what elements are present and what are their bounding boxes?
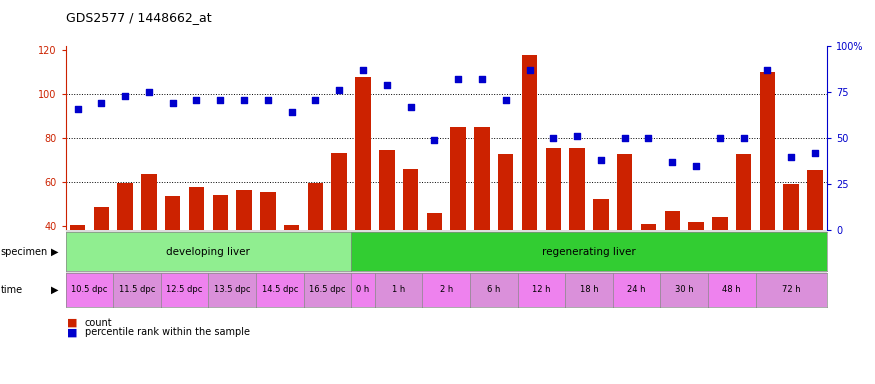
Point — [475, 76, 489, 82]
Point — [142, 89, 156, 95]
Text: 24 h: 24 h — [627, 285, 646, 295]
Text: 10.5 dpc: 10.5 dpc — [71, 285, 108, 295]
Bar — [689, 222, 704, 230]
Bar — [284, 225, 299, 230]
Text: 48 h: 48 h — [723, 285, 741, 295]
Bar — [427, 213, 442, 230]
Point — [356, 67, 370, 73]
Point — [403, 104, 417, 110]
Bar — [141, 174, 157, 230]
Text: 16.5 dpc: 16.5 dpc — [309, 285, 346, 295]
Text: 72 h: 72 h — [782, 285, 801, 295]
Point — [284, 109, 298, 116]
Bar — [474, 127, 490, 230]
Point — [546, 135, 560, 141]
Point — [190, 96, 204, 103]
Point — [214, 96, 228, 103]
Point — [760, 67, 774, 73]
Bar — [736, 154, 752, 230]
Point — [499, 96, 513, 103]
Point — [261, 96, 275, 103]
Point — [308, 96, 322, 103]
Point — [737, 135, 751, 141]
Text: 12 h: 12 h — [532, 285, 550, 295]
Text: 1 h: 1 h — [392, 285, 405, 295]
Text: 30 h: 30 h — [675, 285, 694, 295]
Bar — [783, 184, 799, 230]
Text: 14.5 dpc: 14.5 dpc — [262, 285, 298, 295]
Bar — [213, 195, 228, 230]
Point — [427, 137, 441, 143]
Point — [641, 135, 655, 141]
Text: ▶: ▶ — [52, 285, 59, 295]
Bar — [617, 154, 633, 230]
Text: 0 h: 0 h — [356, 285, 369, 295]
Bar — [402, 169, 418, 230]
Bar — [117, 183, 133, 230]
Bar — [236, 190, 252, 230]
Text: ■: ■ — [67, 318, 78, 328]
Bar — [355, 77, 371, 230]
Bar — [451, 127, 466, 230]
Text: ▶: ▶ — [52, 247, 59, 257]
Point — [665, 159, 679, 165]
Bar — [332, 152, 346, 230]
Point — [94, 100, 108, 106]
Text: GDS2577 / 1448662_at: GDS2577 / 1448662_at — [66, 12, 211, 25]
Text: percentile rank within the sample: percentile rank within the sample — [85, 327, 250, 337]
Point — [689, 163, 703, 169]
Text: count: count — [85, 318, 113, 328]
Text: 11.5 dpc: 11.5 dpc — [119, 285, 155, 295]
Bar — [498, 154, 514, 230]
Point — [71, 106, 85, 112]
Text: time: time — [1, 285, 23, 295]
Text: 6 h: 6 h — [487, 285, 500, 295]
Point — [380, 82, 394, 88]
Point — [522, 67, 536, 73]
Bar — [570, 148, 584, 230]
Text: 13.5 dpc: 13.5 dpc — [214, 285, 250, 295]
Point — [784, 154, 798, 160]
Bar — [189, 187, 204, 230]
Bar — [94, 207, 109, 230]
Bar — [379, 150, 395, 230]
Text: specimen: specimen — [1, 247, 48, 257]
Point — [594, 157, 608, 164]
Point — [165, 100, 179, 106]
Point — [808, 150, 822, 156]
Text: ■: ■ — [67, 327, 78, 337]
Point — [118, 93, 132, 99]
Text: developing liver: developing liver — [166, 247, 250, 257]
Bar — [808, 170, 822, 230]
Text: 18 h: 18 h — [579, 285, 598, 295]
Text: regenerating liver: regenerating liver — [542, 247, 636, 257]
Point — [237, 96, 251, 103]
Point — [713, 135, 727, 141]
Bar — [760, 73, 775, 230]
Bar — [522, 55, 537, 230]
Bar — [640, 224, 656, 230]
Bar — [260, 192, 276, 230]
Bar — [664, 211, 680, 230]
Bar — [593, 199, 609, 230]
Bar — [546, 148, 561, 230]
Point — [570, 133, 584, 139]
Point — [332, 87, 346, 93]
Point — [452, 76, 466, 82]
Text: 12.5 dpc: 12.5 dpc — [166, 285, 203, 295]
Bar — [308, 183, 323, 230]
Bar — [165, 196, 180, 230]
Text: 2 h: 2 h — [439, 285, 453, 295]
Bar — [712, 217, 727, 230]
Bar — [70, 225, 85, 230]
Point — [618, 135, 632, 141]
